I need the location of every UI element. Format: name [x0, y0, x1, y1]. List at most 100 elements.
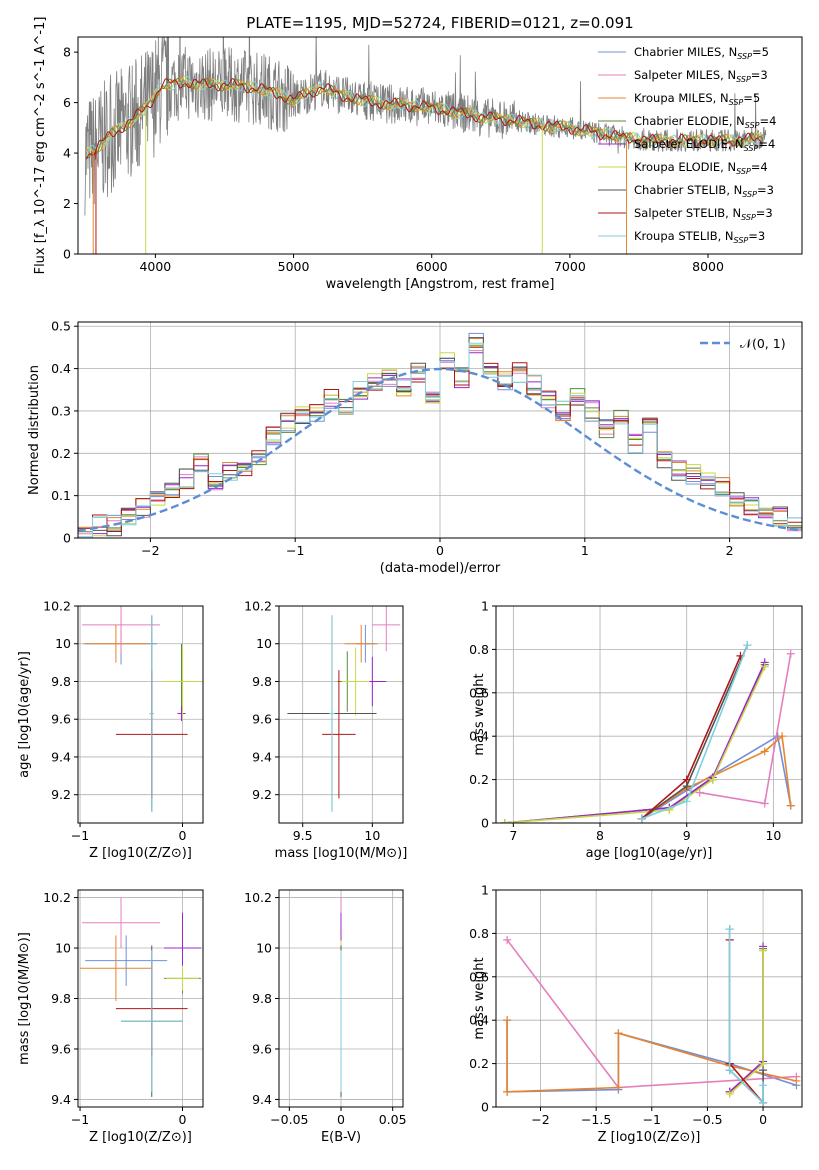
residuals-xlabel: (data-model)/error [380, 561, 501, 576]
weight-point-marker [743, 641, 752, 650]
weight-point-marker [759, 1066, 768, 1075]
weight_vs_Z-xtick-label: −1 [643, 1112, 661, 1127]
weight_vs_Z-frame [495, 889, 803, 1108]
age_vs_mass-ytick-label: 9.6 [252, 712, 272, 727]
weight_vs_Z-xtick-label: 0 [759, 1112, 767, 1127]
weight_vs_Z-ytick-label: 0.2 [469, 1056, 489, 1071]
legend-entry: Kroupa ELODIE, NSSP=4 [634, 160, 768, 176]
legend-nssp-value: =3 [757, 183, 774, 197]
weight_vs_Z-xtick-label: −1.5 [581, 1112, 611, 1127]
legend-nssp-value: =3 [751, 68, 768, 82]
legend-series-name: Salpeter ELODIE [634, 137, 728, 151]
mass_vs_Z-ylabel: mass [log10(M/M⊙)] [17, 932, 32, 1065]
legend-nssp-value: =3 [748, 229, 765, 243]
residuals-ytick-label: 0.5 [51, 319, 71, 334]
legend-entry: Chabrier MILES, NSSP=5 [634, 45, 769, 61]
age_vs_Z-ytick-label: 10.2 [43, 599, 71, 614]
mass_vs_ebv-ytick-label: 9.8 [252, 991, 272, 1006]
mass_vs_Z-plot-area [80, 897, 201, 1097]
residuals-frame [77, 321, 803, 539]
weight_vs_age-ylabel: mass weight [472, 673, 487, 755]
weight_vs_age-ytick-label: 0.4 [469, 729, 489, 744]
legend-series-name: Chabrier STELIB [634, 183, 726, 197]
age_vs_mass-frame [278, 605, 404, 824]
weight_vs_age-frame [495, 605, 803, 824]
residuals-xtick-label: 1 [581, 543, 589, 558]
spectrum-ytick-label: 2 [63, 196, 71, 211]
spectrum-plot-area [84, 37, 767, 254]
weight-point-marker [614, 1083, 623, 1092]
spectrum-frame [77, 36, 803, 255]
weight_vs_Z-plot-area [503, 925, 801, 1107]
legend-series-name: Kroupa ELODIE [634, 160, 720, 174]
legend-ssp-subscript: SSP [737, 52, 752, 61]
mass_vs_Z-ytick-label: 9.6 [51, 1041, 71, 1056]
spectrum-xtick-label: 5000 [278, 259, 310, 274]
legend-ssp-subscript: SSP [742, 190, 757, 199]
legend-series-name: Salpeter STELIB [634, 206, 725, 220]
spectrum-model-line [85, 77, 764, 159]
legend-nssp-value: =4 [758, 137, 775, 151]
spectrum-ytick-label: 8 [63, 45, 71, 60]
spectrum-ytick-label: 0 [63, 247, 71, 262]
age_vs_mass-xtick-label: 9.5 [293, 828, 313, 843]
figure-title: PLATE=1195, MJD=52724, FIBERID=0121, z=0… [246, 14, 633, 32]
legend-entry: Salpeter STELIB, NSSP=3 [634, 206, 773, 222]
weight_vs_Z-ytick-label: 0.6 [469, 969, 489, 984]
legend-nssp-value: =4 [751, 160, 768, 174]
legend-ssp-subscript: SSP [741, 213, 756, 222]
residuals-ytick-label: 0.1 [51, 488, 71, 503]
weight-point-marker [695, 788, 704, 797]
weight_vs_age-ytick-label: 1 [481, 599, 489, 614]
spectrum-ytick-label: 4 [63, 146, 71, 161]
weight_vs_Z-ytick-label: 0 [481, 1100, 489, 1115]
weight-point-marker [614, 1029, 623, 1038]
legend-series-name: Chabrier ELODIE [634, 114, 729, 128]
weight_vs_age-xtick-label: 10 [765, 828, 781, 843]
legend-normal-label: 𝒩(0, 1) [740, 336, 786, 351]
residuals-xtick-label: 0 [436, 543, 444, 558]
spectrum-data-line [84, 37, 767, 216]
weight-series-line [504, 662, 766, 823]
legend-n-symbol: , N [729, 114, 745, 128]
mass_vs_ebv-frame [278, 889, 404, 1108]
legend-n-symbol: , N [720, 160, 736, 174]
mass_vs_Z-ytick-label: 10.2 [43, 890, 71, 905]
weight-point-marker [759, 1081, 768, 1090]
weight_vs_Z-ytick-label: 0.4 [469, 1013, 489, 1028]
weight-point-marker [760, 799, 769, 808]
mass_vs_ebv-xtick-label: 0 [337, 1112, 345, 1127]
legend-n-symbol: , N [718, 229, 734, 243]
weight-point-marker [500, 819, 509, 823]
legend-nssp-value: =5 [743, 91, 760, 105]
legend-n-symbol: , N [720, 68, 736, 82]
weight-series-line [504, 666, 766, 823]
residuals-xtick-label: −1 [286, 543, 304, 558]
age_vs_Z-ytick-label: 9.2 [51, 787, 71, 802]
age_vs_Z-plot-area [82, 606, 202, 812]
legend-n-symbol: , N [725, 206, 741, 220]
mass_vs_Z-ytick-label: 10 [55, 941, 71, 956]
weight-series-line [641, 734, 792, 820]
age_vs_Z-ytick-label: 9.8 [51, 674, 71, 689]
weight_vs_age-xtick-label: 8 [596, 828, 604, 843]
weight_vs_age-ytick-label: 0 [481, 816, 489, 831]
age_vs_Z-ytick-label: 9.4 [51, 749, 71, 764]
weight_vs_age-xtick-label: 7 [509, 828, 517, 843]
weight_vs_Z-xtick-label: −0.5 [692, 1112, 722, 1127]
weight-series-line [728, 929, 764, 1105]
weight-point-marker [760, 747, 769, 756]
weight-point-marker [786, 649, 795, 658]
weight_vs_Z-xtick-label: −2 [531, 1112, 549, 1127]
mass_vs_Z-xtick-label: 0 [179, 1112, 187, 1127]
residuals-ytick-label: 0 [63, 531, 71, 546]
age_vs_mass-ytick-label: 10.2 [244, 599, 272, 614]
age_vs_mass-xlabel: mass [log10(M/M⊙)] [275, 846, 408, 861]
weight-series-line [506, 1020, 797, 1093]
mass_vs_ebv-xtick-label: 0.05 [379, 1112, 407, 1127]
weight-point-marker [503, 1016, 512, 1025]
mass_vs_ebv-ytick-label: 9.4 [252, 1092, 272, 1107]
residuals-ylabel: Normed distribution [27, 365, 42, 495]
legend-series-name: Salpeter MILES [634, 68, 720, 82]
mass_vs_Z-ytick-label: 9.8 [51, 991, 71, 1006]
